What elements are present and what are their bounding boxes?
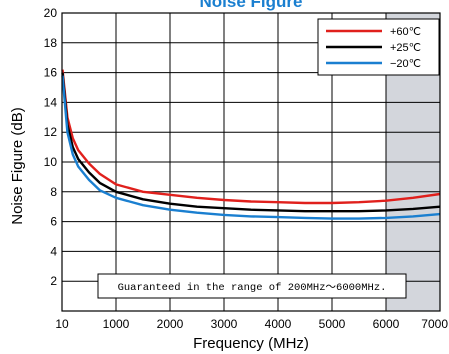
- x-tick-label: 10: [55, 317, 69, 331]
- legend-label: +60℃: [390, 26, 421, 38]
- plot-area: Guaranteed in the range of 200MHz〜6000MH…: [44, 6, 449, 331]
- y-tick-label: 8: [50, 185, 57, 199]
- series-line: [61, 75, 441, 220]
- x-tick-label: 3000: [211, 317, 238, 331]
- y-tick-label: 2: [50, 274, 57, 288]
- y-tick-label: 6: [50, 215, 57, 229]
- y-axis-label: Noise Figure (dB): [9, 107, 26, 225]
- y-tick-label: 16: [44, 66, 58, 80]
- legend-label: +25℃: [390, 42, 421, 54]
- y-tick-label: 10: [44, 155, 58, 169]
- x-tick-label: 4000: [265, 317, 292, 331]
- x-tick-label: 7000: [421, 317, 448, 331]
- x-tick-label: 6000: [373, 317, 400, 331]
- y-tick-label: 12: [44, 125, 58, 139]
- chart-title: Noise Figure: [200, 0, 303, 11]
- y-tick-label: 4: [50, 244, 57, 258]
- series-line: [61, 72, 441, 213]
- x-tick-label: 1000: [103, 317, 130, 331]
- x-tick-label: 5000: [319, 317, 346, 331]
- y-tick-label: 14: [44, 95, 58, 109]
- x-tick-label: 2000: [157, 317, 184, 331]
- annotation-box: [97, 273, 407, 299]
- annotation-text: Guaranteed in the range of 200MHz〜6000MH…: [118, 282, 387, 294]
- plot-border: [61, 12, 441, 312]
- x-axis-label: Frequency (MHz): [193, 335, 309, 352]
- legend-label: −20℃: [390, 58, 421, 70]
- y-tick-label: 20: [44, 6, 58, 20]
- series-line: [61, 69, 441, 205]
- y-tick-label: 18: [44, 36, 58, 50]
